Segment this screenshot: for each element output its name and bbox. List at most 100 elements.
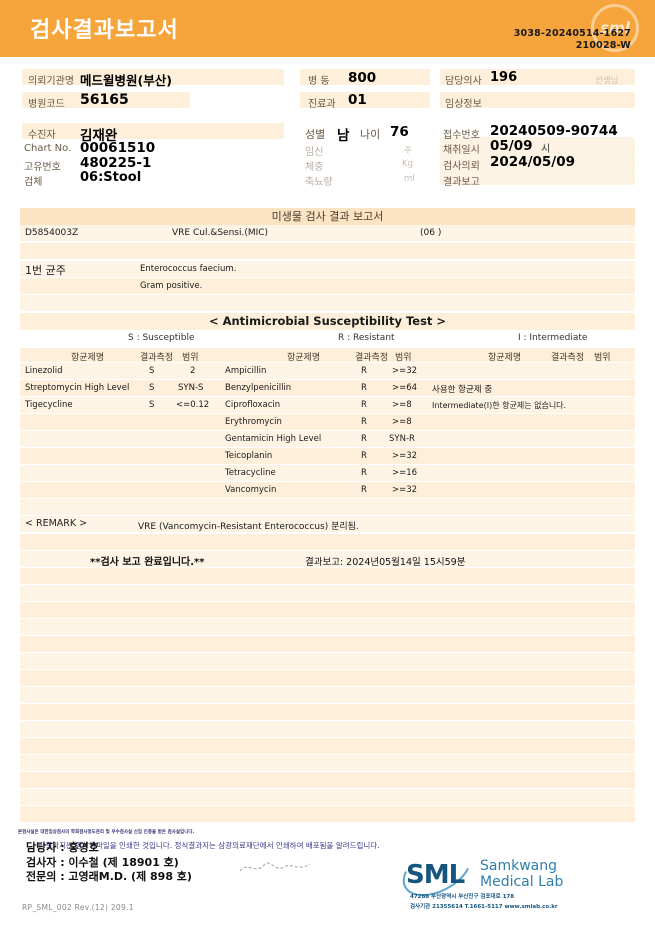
remark-blank-row bbox=[20, 534, 635, 550]
chart-no-label: Chart No. bbox=[24, 143, 72, 154]
ast-b-range-0: >=32 bbox=[392, 366, 418, 376]
age-value: 76 bbox=[390, 124, 409, 140]
report-band bbox=[440, 169, 635, 185]
ast-col-c-range-header: 범위 bbox=[594, 353, 611, 363]
logo-address: 47288 부산광역시 부산진구 검포대로 178 bbox=[410, 894, 515, 900]
filler-row-3 bbox=[20, 602, 635, 618]
ast-a-range-1: SYN-S bbox=[178, 383, 204, 393]
remark-label: < REMARK > bbox=[25, 518, 88, 529]
micro-isolate-row-bg bbox=[20, 261, 635, 277]
filler-row-8 bbox=[20, 687, 635, 703]
hospital-code-label: 병원코드 bbox=[28, 99, 65, 110]
age-label: 나이 bbox=[360, 128, 381, 141]
completion-text: **검사 보고 완료입니다.** bbox=[90, 557, 205, 568]
pregnancy-label: 임신 bbox=[305, 147, 324, 158]
ast-b-range-1: >=64 bbox=[392, 383, 418, 393]
ast-col-a-range-header: 범위 bbox=[182, 353, 199, 363]
signature-specialist: 전문의 : 고영래M.D. (제 898 호) bbox=[26, 870, 192, 883]
urine-volume-unit: ml bbox=[404, 174, 415, 184]
micro-test-row-bg bbox=[20, 225, 635, 241]
ward-label: 병 동 bbox=[308, 76, 330, 87]
ast-b-result-7: R bbox=[361, 485, 367, 495]
logo-company-line-1: Samkwang bbox=[480, 858, 557, 874]
specimen-value: 06:Stool bbox=[80, 170, 142, 185]
unique-no-label: 고유번호 bbox=[24, 162, 61, 173]
institution-label: 의뢰기관명 bbox=[28, 76, 74, 87]
document-revision-code: RP_SML_002 Rev.(12) 209.1 bbox=[22, 903, 134, 912]
sex-label: 성별 bbox=[305, 128, 326, 141]
order-band bbox=[440, 153, 635, 169]
sml-footer-logo: SML Samkwang Medical Lab 47288 부산광역시 부산진… bbox=[394, 833, 640, 912]
filler-row-11 bbox=[20, 738, 635, 754]
ast-legend-intermediate: I : Intermediate bbox=[518, 333, 588, 343]
filler-row-12 bbox=[20, 755, 635, 771]
ast-b-drug-6: Tetracycline bbox=[225, 468, 276, 478]
hospital-code-value: 56165 bbox=[80, 92, 129, 108]
collect-datetime-label: 채취일시 bbox=[443, 145, 480, 156]
clinical-info-band bbox=[440, 92, 635, 108]
filler-row-2 bbox=[20, 585, 635, 601]
micro-test-name: VRE Cul.&Sensi.(MIC) bbox=[172, 228, 269, 238]
logo-abbreviation: SML bbox=[406, 860, 465, 890]
doctor-band bbox=[440, 69, 635, 85]
ast-b-drug-0: Ampicillin bbox=[225, 366, 267, 376]
filler-row-1 bbox=[20, 568, 635, 584]
barcode-numbers: 3038-20240514-1627 210028-W bbox=[514, 28, 631, 52]
barcode-line-2: 210028-W bbox=[575, 40, 631, 51]
chart-no-value: 00061510 bbox=[80, 140, 156, 156]
page-title: 검사결과보고서 bbox=[30, 18, 179, 43]
weight-unit: Kg bbox=[402, 159, 413, 169]
ast-col-a-result-header: 결과측정 bbox=[140, 353, 174, 363]
remark-text: VRE (Vancomycin-Resistant Enterococcus) … bbox=[138, 522, 359, 532]
pregnancy-unit: 주 bbox=[404, 146, 412, 156]
micro-test-spec: (06 ) bbox=[420, 228, 442, 238]
micro-isolate-label: 1번 균주 bbox=[25, 264, 66, 277]
filler-row-7 bbox=[20, 670, 635, 686]
ast-col-b-range-header: 범위 bbox=[395, 353, 412, 363]
signature-technologist: 검사자 : 이수철 (제 18901 호) bbox=[26, 855, 179, 869]
clinical-info-label: 임상정보 bbox=[445, 99, 482, 110]
ast-b-drug-7: Vancomycin bbox=[225, 485, 277, 495]
ast-row-bg-6 bbox=[20, 448, 635, 464]
footer-accreditation-disclaimer: 본검사실은 대한임상검사의 학회검사정도관리 및 우수검사실 신임 인증을 받은… bbox=[18, 830, 195, 835]
ast-b-range-2: >=8 bbox=[392, 400, 412, 410]
ast-a-drug-0: Linezolid bbox=[25, 366, 63, 376]
ast-title: < Antimicrobial Susceptibility Test > bbox=[208, 314, 447, 328]
ast-b-drug-3: Erythromycin bbox=[225, 417, 282, 427]
ast-row-bg-9 bbox=[20, 499, 635, 515]
ast-a-result-0: S bbox=[149, 366, 155, 376]
patient-name-label: 수진자 bbox=[28, 130, 56, 141]
ast-b-result-0: R bbox=[361, 366, 367, 376]
ast-b-range-5: >=32 bbox=[392, 451, 418, 461]
ast-b-drug-5: Teicoplanin bbox=[225, 451, 273, 461]
ast-a-drug-1: Streptomycin High Level bbox=[25, 383, 130, 393]
ast-b-range-6: >=16 bbox=[392, 468, 418, 478]
ast-row-bg-1 bbox=[20, 363, 635, 379]
ast-col-b-drug-header: 항균제명 bbox=[287, 353, 321, 363]
filler-row-13 bbox=[20, 772, 635, 788]
sex-value: 남 bbox=[337, 128, 350, 144]
doctor-label: 담당의사 bbox=[445, 76, 482, 87]
filler-row-9 bbox=[20, 704, 635, 720]
order-date-value: 2024/05/09 bbox=[490, 154, 576, 170]
ast-note-line-1: 사용한 항균제 중 bbox=[432, 385, 493, 395]
ast-b-drug-1: Benzylpenicillin bbox=[225, 383, 292, 393]
hospital-code-band bbox=[22, 92, 190, 108]
micro-blank-row-2 bbox=[20, 295, 635, 311]
ast-b-result-2: R bbox=[361, 400, 367, 410]
filler-row-14 bbox=[20, 789, 635, 805]
barcode-line-1: 3038-20240514-1627 bbox=[513, 28, 631, 39]
ast-a-drug-2: Tigecycline bbox=[25, 400, 73, 410]
handwritten-signature-icon bbox=[236, 855, 316, 879]
ast-b-range-4: SYN-R bbox=[389, 434, 415, 444]
micro-isolate-organism: Enterococcus faecium. bbox=[140, 264, 237, 274]
ast-a-range-0: 2 bbox=[190, 366, 196, 376]
report-header-band: 검사결과보고서 sml 3038-20240514-1627 210028-W bbox=[0, 0, 655, 57]
ast-b-drug-4: Gentamicin High Level bbox=[225, 434, 322, 444]
ward-band bbox=[300, 69, 430, 85]
ast-b-result-3: R bbox=[361, 417, 367, 427]
doctor-value: 196 bbox=[490, 70, 518, 85]
ast-b-result-6: R bbox=[361, 468, 367, 478]
ast-legend-susceptible: S : Susceptible bbox=[128, 333, 195, 343]
micro-test-code: D5854003Z bbox=[25, 228, 79, 238]
